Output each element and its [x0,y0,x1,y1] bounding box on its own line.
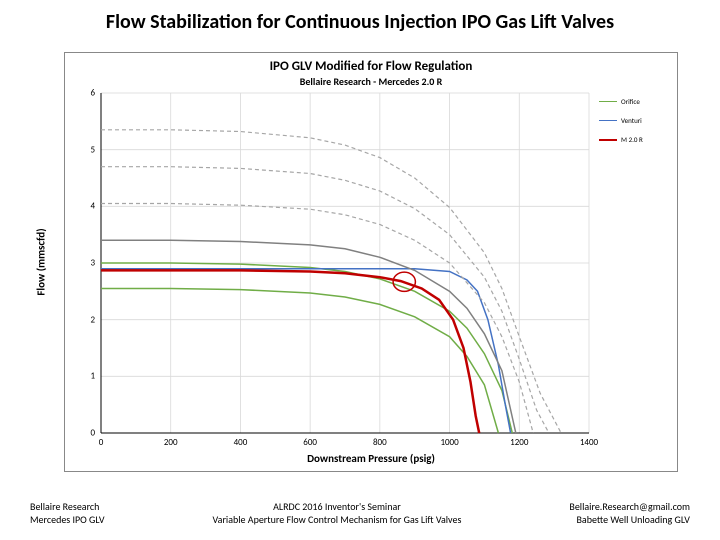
x-axis-label: Downstream Pressure (psig) [65,452,677,465]
series-dashed_1 [101,204,533,434]
xtick: 1400 [580,433,598,448]
xtick: 400 [234,433,248,448]
legend-swatch [599,139,617,141]
footer-left: Bellaire Research Mercedes IPO GLV [30,500,105,532]
ytick: 4 [90,201,101,212]
ytick: 3 [90,258,101,269]
legend-label: Venturi [621,116,642,125]
footer-right: Bellaire.Research@gmail.com Babette Well… [569,500,690,532]
series-m20r [101,270,479,433]
y-axis-label: Flow (mmscfd) [35,228,48,295]
footer: Bellaire Research Mercedes IPO GLV ALRDC… [0,500,720,532]
xtick: 800 [373,433,387,448]
ytick: 1 [90,371,101,382]
xtick: 200 [164,433,178,448]
xtick: 1000 [440,433,458,448]
chart-title: IPO GLV Modified for Flow Regulation [65,59,677,74]
xtick: 600 [303,433,317,448]
plot-area: 01234560200400600800100012001400 [101,93,589,433]
legend-item: Orifice [599,97,671,106]
legend: Orifice Venturi M 2.0 R [599,97,671,154]
xtick: 0 [99,433,104,448]
footer-right-line1: Bellaire.Research@gmail.com [569,500,690,513]
footer-center-line1: ALRDC 2016 Inventor's Seminar [213,500,462,513]
legend-label: M 2.0 R [621,135,643,144]
legend-item: M 2.0 R [599,135,671,144]
xtick: 1200 [510,433,528,448]
legend-swatch [599,101,617,102]
series-orifice_lower [101,289,498,434]
legend-label: Orifice [621,97,640,106]
footer-center-line2: Variable Aperture Flow Control Mechanism… [213,513,462,526]
footer-left-line1: Bellaire Research [30,500,105,513]
footer-center: ALRDC 2016 Inventor's Seminar Variable A… [213,500,462,532]
slide-title: Flow Stabilization for Continuous Inject… [0,10,720,34]
series-dashed_3 [101,130,561,433]
legend-item: Venturi [599,116,671,125]
legend-swatch [599,120,617,121]
chart-subtitle: Bellaire Research - Mercedes 2.0 R [65,75,677,88]
footer-left-line2: Mercedes IPO GLV [30,513,105,526]
ytick: 2 [90,314,101,325]
footer-right-line2: Babette Well Unloading GLV [569,513,690,526]
ytick: 6 [90,88,101,99]
ytick: 5 [90,144,101,155]
chart-container: IPO GLV Modified for Flow Regulation Bel… [64,52,678,472]
